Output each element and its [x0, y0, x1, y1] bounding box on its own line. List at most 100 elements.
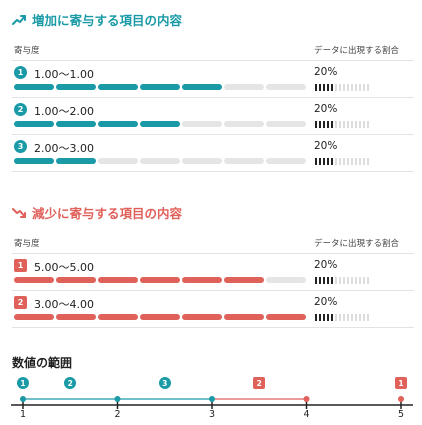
bar-segment [56, 277, 96, 283]
bar-segment [98, 314, 138, 320]
ratio-tick [319, 158, 321, 165]
ratio-tick [335, 121, 337, 128]
increase-row-divider [12, 171, 414, 172]
ratio-tick [319, 314, 321, 321]
ratio-tick [355, 314, 357, 321]
ratio-tick [323, 158, 325, 165]
ratio-tick [343, 121, 345, 128]
ratio-tick [327, 277, 329, 284]
increase-col-contribution: 寄与度 [14, 46, 40, 56]
ratio-tick [331, 277, 333, 284]
bar-segment [266, 121, 306, 127]
ratio-tick [331, 314, 333, 321]
scale-marker-badge: 3 [158, 377, 171, 389]
bar-segment [224, 314, 264, 320]
decrease-item-badge: 2 [14, 296, 27, 309]
ratio-tick [319, 121, 321, 128]
increase-contribution-bar [14, 121, 306, 127]
bar-segment [98, 277, 138, 283]
bar-segment [182, 121, 222, 127]
ratio-tick [367, 277, 369, 284]
decrease-item-badge: 1 [14, 259, 27, 272]
ratio-tick [355, 84, 357, 91]
increase-item-row[interactable]: 3 2.00〜3.00 20% [12, 136, 414, 172]
bar-segment [140, 121, 180, 127]
ratio-tick [351, 314, 353, 321]
bar-segment [224, 277, 264, 283]
decrease-item-row[interactable]: 1 5.00〜5.00 20% [12, 255, 414, 291]
ratio-tick [347, 84, 349, 91]
increase-item-range: 1.00〜1.00 [34, 68, 94, 81]
bar-segment [224, 158, 264, 164]
ratio-tick [339, 277, 341, 284]
ratio-tick [347, 277, 349, 284]
range-point [398, 396, 404, 402]
increase-row-divider [12, 134, 414, 135]
trend-up-icon [12, 14, 26, 26]
ratio-tick [351, 121, 353, 128]
ratio-tick [363, 84, 365, 91]
bar-segment [14, 277, 54, 283]
bar-segment [56, 84, 96, 90]
increase-row-divider [12, 97, 414, 98]
decrease-item-ratio: 20% [314, 296, 338, 308]
ratio-tick [351, 277, 353, 284]
ratio-tick [315, 277, 317, 284]
increase-title-text: 増加に寄与する項目の内容 [32, 13, 183, 28]
bar-segment [182, 84, 222, 90]
decrease-row-divider [12, 290, 414, 291]
increase-ratio-ticks [315, 84, 369, 91]
decrease-contribution-bar [14, 277, 306, 283]
bar-segment [182, 158, 222, 164]
bar-segment [98, 158, 138, 164]
increase-item-range: 2.00〜3.00 [34, 142, 94, 155]
scale-axis-label: 3 [209, 409, 216, 420]
decrease-item-ratio: 20% [314, 259, 338, 271]
bar-segment [182, 277, 222, 283]
increase-item-row[interactable]: 2 1.00〜2.00 20% [12, 99, 414, 135]
bar-segment [266, 314, 306, 320]
bar-segment [56, 314, 96, 320]
increase-item-row[interactable]: 1 1.00〜1.00 20% [12, 62, 414, 98]
ratio-tick [343, 314, 345, 321]
ratio-tick [355, 158, 357, 165]
decrease-title-text: 減少に寄与する項目の内容 [32, 206, 183, 221]
ratio-tick [363, 158, 365, 165]
bar-segment [140, 84, 180, 90]
increase-item-ratio: 20% [314, 103, 338, 115]
decrease-section-title: 減少に寄与する項目の内容 [12, 203, 182, 222]
scale-axis-label: 2 [114, 409, 121, 420]
ratio-tick [359, 121, 361, 128]
ratio-tick [327, 314, 329, 321]
decrease-item-range: 3.00〜4.00 [34, 298, 94, 311]
scale-marker-badge: 1 [395, 377, 407, 389]
decrease-item-range: 5.00〜5.00 [34, 261, 94, 274]
increase-item-badge: 2 [14, 103, 27, 116]
ratio-tick [339, 84, 341, 91]
decrease-col-ratio: データに出現する割合 [314, 239, 400, 249]
bar-segment [14, 121, 54, 127]
bar-segment [56, 158, 96, 164]
ratio-tick [319, 277, 321, 284]
trend-down-icon [12, 207, 26, 219]
range-point [303, 396, 310, 402]
decrease-item-row[interactable]: 2 3.00〜4.00 20% [12, 292, 414, 328]
bar-segment [14, 314, 54, 320]
ratio-tick [367, 84, 369, 91]
ratio-tick [339, 158, 341, 165]
ratio-tick [343, 158, 345, 165]
scale-marker-badge: 1 [17, 377, 29, 389]
decrease-contribution-bar [14, 314, 306, 320]
ratio-tick [363, 277, 365, 284]
bar-segment [56, 121, 96, 127]
ratio-tick [331, 121, 333, 128]
ratio-tick [323, 121, 325, 128]
scale-axis-label: 4 [303, 409, 310, 420]
ratio-tick [343, 84, 345, 91]
bar-segment [224, 121, 264, 127]
ratio-tick [323, 84, 325, 91]
decrease-col-contribution: 寄与度 [14, 239, 40, 249]
bar-segment [182, 314, 222, 320]
ratio-tick [331, 158, 333, 165]
